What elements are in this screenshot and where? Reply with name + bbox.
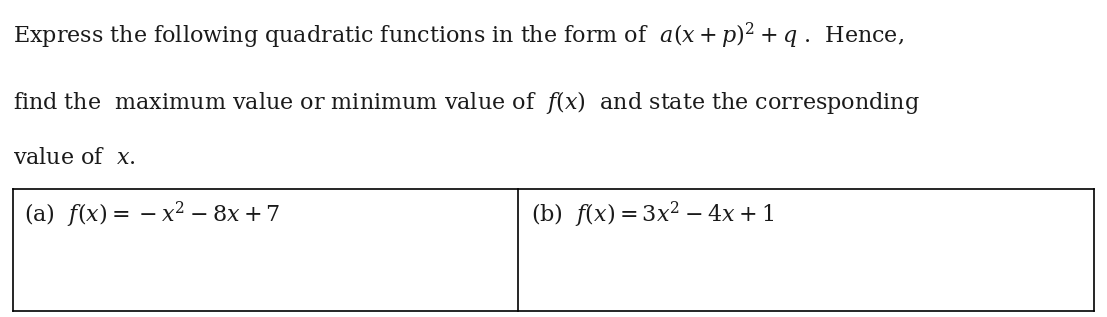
Text: (b)  $f(x)=3x^{2}-4x+1$: (b) $f(x)=3x^{2}-4x+1$ — [531, 200, 775, 230]
Text: Express the following quadratic functions in the form of  $a(x+p)^{2}+q$ .  Henc: Express the following quadratic function… — [13, 21, 904, 51]
Text: (a)  $f(x)=-x^{2}-8x+7$: (a) $f(x)=-x^{2}-8x+7$ — [24, 200, 281, 230]
Text: value of  $x$.: value of $x$. — [13, 147, 136, 169]
Text: find the  maximum value or minimum value of  $f(x)$  and state the corresponding: find the maximum value or minimum value … — [13, 89, 920, 116]
